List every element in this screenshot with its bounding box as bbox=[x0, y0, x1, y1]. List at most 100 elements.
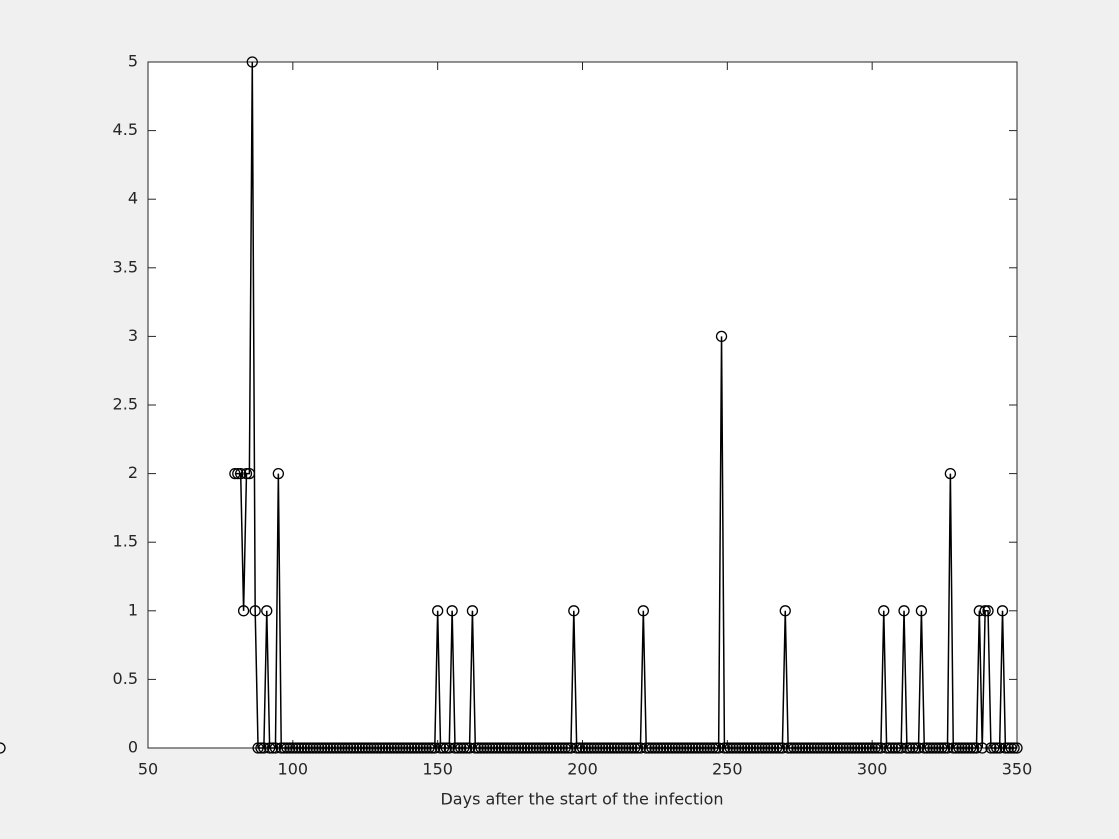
marker bbox=[991, 742, 1003, 754]
marker bbox=[272, 467, 285, 480]
marker bbox=[985, 742, 997, 754]
marker bbox=[776, 742, 789, 754]
marker bbox=[802, 742, 815, 754]
marker bbox=[446, 605, 458, 617]
marker bbox=[336, 742, 348, 754]
marker bbox=[828, 742, 841, 754]
marker bbox=[1008, 742, 1020, 754]
marker bbox=[504, 742, 516, 754]
marker bbox=[301, 742, 313, 754]
marker bbox=[547, 742, 560, 754]
marker bbox=[327, 742, 340, 754]
marker bbox=[507, 742, 519, 754]
marker bbox=[1011, 742, 1023, 754]
marker bbox=[481, 742, 493, 754]
marker bbox=[585, 742, 597, 754]
line bbox=[234, 61, 1017, 749]
marker bbox=[287, 742, 299, 754]
marker bbox=[617, 742, 629, 754]
marker bbox=[281, 742, 293, 754]
marker bbox=[669, 742, 681, 754]
marker bbox=[397, 742, 409, 754]
marker bbox=[765, 742, 777, 754]
marker bbox=[460, 742, 473, 754]
marker bbox=[660, 742, 673, 754]
marker bbox=[730, 742, 742, 754]
marker bbox=[626, 742, 638, 754]
y-tick-label: 4.5 bbox=[113, 120, 138, 139]
marker bbox=[235, 467, 247, 480]
marker bbox=[892, 742, 904, 754]
marker bbox=[750, 742, 762, 754]
marker bbox=[901, 742, 913, 754]
marker bbox=[371, 742, 383, 754]
marker bbox=[229, 467, 241, 480]
marker bbox=[933, 742, 945, 754]
marker bbox=[252, 742, 264, 754]
marker bbox=[965, 742, 977, 754]
marker bbox=[495, 742, 508, 754]
marker bbox=[904, 742, 916, 754]
marker bbox=[264, 742, 276, 754]
marker bbox=[330, 742, 342, 754]
marker bbox=[927, 742, 939, 754]
marker bbox=[886, 742, 899, 754]
marker bbox=[434, 742, 447, 754]
marker bbox=[440, 742, 453, 754]
y-tick-label: 3 bbox=[128, 326, 138, 345]
marker bbox=[591, 742, 603, 754]
marker bbox=[883, 742, 896, 754]
marker bbox=[950, 742, 962, 754]
marker bbox=[956, 742, 968, 754]
marker bbox=[695, 742, 707, 754]
marker bbox=[646, 742, 658, 754]
marker bbox=[362, 742, 374, 754]
marker bbox=[733, 742, 745, 754]
marker bbox=[579, 742, 592, 754]
marker bbox=[423, 742, 435, 754]
marker bbox=[278, 742, 290, 754]
marker bbox=[869, 742, 881, 754]
marker bbox=[310, 742, 322, 754]
marker bbox=[779, 605, 791, 617]
marker bbox=[521, 742, 534, 754]
marker bbox=[600, 742, 612, 754]
marker bbox=[562, 742, 574, 754]
marker bbox=[333, 742, 345, 754]
x-tick-label: 50 bbox=[138, 760, 158, 779]
marker bbox=[232, 467, 244, 480]
marker bbox=[672, 742, 684, 754]
marker bbox=[443, 742, 455, 754]
x-tick-label: 150 bbox=[422, 760, 453, 779]
marker bbox=[376, 742, 389, 754]
marker bbox=[707, 742, 719, 754]
marker bbox=[605, 742, 618, 754]
marker bbox=[608, 742, 621, 754]
x-tick-label: 200 bbox=[567, 760, 598, 779]
marker bbox=[704, 742, 716, 754]
marker bbox=[918, 742, 930, 754]
marker bbox=[565, 742, 577, 754]
marker bbox=[701, 742, 713, 754]
marker bbox=[820, 742, 832, 754]
marker bbox=[553, 742, 565, 754]
marker bbox=[571, 742, 583, 754]
marker bbox=[875, 742, 887, 754]
marker bbox=[359, 742, 371, 754]
marker bbox=[400, 742, 412, 754]
x-tick-label: 300 bbox=[857, 760, 888, 779]
marker bbox=[533, 742, 545, 754]
marker bbox=[539, 742, 551, 754]
marker bbox=[530, 742, 542, 754]
marker bbox=[411, 742, 424, 754]
marker bbox=[686, 742, 699, 754]
marker bbox=[324, 742, 337, 754]
marker bbox=[756, 742, 768, 754]
marker bbox=[852, 742, 864, 754]
marker bbox=[426, 742, 438, 754]
marker bbox=[556, 742, 568, 754]
marker bbox=[799, 742, 812, 754]
marker bbox=[907, 742, 919, 754]
marker bbox=[304, 742, 316, 754]
marker bbox=[753, 742, 765, 754]
